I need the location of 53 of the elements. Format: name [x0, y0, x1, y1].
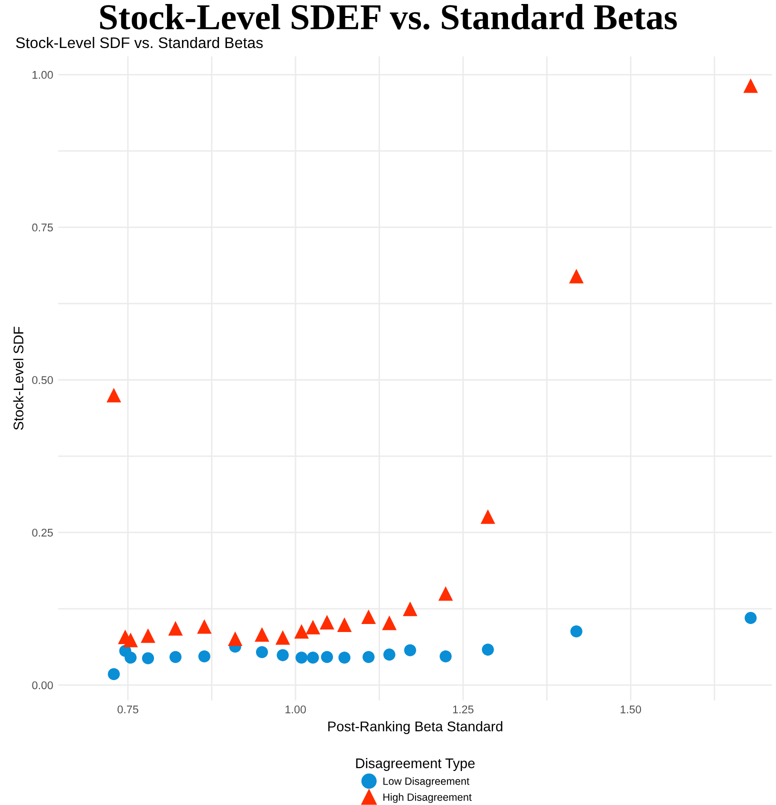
point: [294, 624, 309, 639]
point: [362, 650, 375, 664]
chart-subtitle: Stock-Level SDF vs. Standard Betas: [16, 36, 263, 48]
point: [338, 652, 350, 664]
point: [383, 648, 396, 661]
point: [404, 644, 416, 656]
point: [123, 632, 138, 648]
point: [361, 609, 376, 624]
x-tick-label: 1.25: [453, 706, 474, 714]
point: [744, 612, 757, 624]
point: [124, 652, 137, 664]
x-tick-label: 0.75: [118, 706, 138, 714]
point: [197, 619, 212, 634]
point: [198, 650, 210, 662]
point: [169, 650, 182, 664]
point: [438, 586, 453, 601]
point: [743, 78, 758, 93]
legend-label: High Disagreement: [383, 793, 472, 803]
point: [276, 649, 289, 662]
point: [570, 625, 582, 638]
point: [480, 509, 496, 524]
point: [320, 650, 334, 664]
point: [382, 616, 397, 630]
y-tick-label: 0.75: [32, 224, 53, 232]
x-tick-label: 1.00: [286, 706, 306, 714]
x-axis-title: Post-Ranking Beta Standard: [328, 721, 502, 734]
x-tick-label: 1.50: [620, 706, 642, 714]
point: [306, 652, 319, 664]
point: [168, 621, 183, 636]
point: [569, 268, 584, 284]
y-tick-label: 0.25: [32, 528, 53, 537]
y-tick-label: 0.00: [32, 681, 53, 690]
point: [142, 652, 154, 664]
point: [306, 620, 320, 634]
legend-title: Disagreement Type: [356, 758, 475, 771]
point: [108, 668, 120, 680]
point: [275, 630, 290, 645]
point: [337, 617, 352, 632]
point: [106, 388, 122, 402]
chart-title: Stock-Level SDEF vs. Standard Betas: [100, 4, 677, 30]
point: [228, 631, 242, 646]
point: [440, 650, 452, 662]
y-axis-title: Stock-Level SDF: [13, 326, 24, 430]
y-tick-label: 0.50: [32, 376, 53, 384]
point: [254, 627, 270, 642]
point: [256, 646, 268, 658]
point: [402, 602, 418, 616]
point: [320, 614, 334, 630]
point: [482, 644, 494, 656]
legend-label: Low Disagreement: [383, 777, 470, 787]
y-tick-label: 1.00: [32, 70, 53, 79]
point: [296, 652, 308, 664]
point: [140, 628, 156, 643]
